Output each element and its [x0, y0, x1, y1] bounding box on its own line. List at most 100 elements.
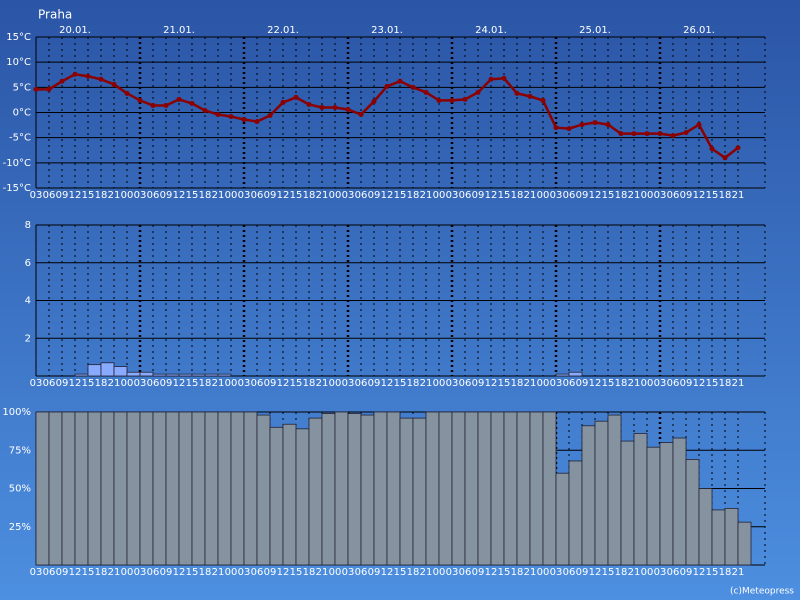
bar: [360, 414, 375, 566]
temperature-point: [189, 100, 195, 106]
temperature-point: [631, 131, 637, 137]
x-tick-label: 15: [290, 378, 303, 389]
bar: [217, 411, 232, 566]
x-tick-label: 12: [69, 567, 82, 578]
bar: [620, 440, 635, 566]
bar: [230, 411, 245, 566]
x-tick-label: 03: [654, 378, 667, 389]
temperature-point: [657, 131, 663, 137]
x-tick-label: 18: [615, 190, 628, 201]
x-tick-label: 03: [134, 190, 147, 201]
temperature-point: [696, 122, 702, 128]
x-tick-label: 00: [225, 190, 238, 201]
x-tick-label: 09: [368, 190, 381, 201]
x-tick-label: 21: [732, 567, 745, 578]
bar: [139, 411, 154, 566]
bar: [399, 417, 414, 566]
bar: [139, 371, 154, 377]
x-tick-label: 03: [134, 567, 147, 578]
temperature-point: [709, 146, 715, 152]
temperature-point: [267, 113, 273, 119]
x-tick-label: 09: [56, 378, 69, 389]
x-tick-label: 15: [290, 190, 303, 201]
x-tick-label: 12: [485, 190, 498, 201]
x-tick-label: 15: [186, 567, 199, 578]
x-tick-label: 12: [693, 190, 706, 201]
x-tick-label: 03: [550, 190, 563, 201]
bar: [100, 362, 115, 377]
temperature-point: [98, 76, 104, 82]
x-tick-label: 12: [277, 567, 290, 578]
x-tick-label: 03: [342, 190, 355, 201]
x-tick-label: 00: [329, 190, 342, 201]
x-tick-label: 15: [186, 190, 199, 201]
temperature-point: [566, 126, 572, 132]
bar: [217, 373, 232, 377]
x-tick-label: 15: [498, 378, 511, 389]
x-tick-label: 06: [43, 190, 56, 201]
x-tick-label: 09: [160, 190, 173, 201]
y-tick-label: 10°C: [6, 57, 31, 68]
bar: [438, 411, 453, 566]
y-tick-label: 2: [25, 333, 31, 344]
temperature-point: [592, 120, 598, 126]
temperature-point: [475, 89, 481, 95]
x-tick-label: 12: [277, 378, 290, 389]
x-tick-label: 03: [342, 567, 355, 578]
x-tick-label: 03: [550, 378, 563, 389]
x-tick-label: 06: [355, 567, 368, 578]
x-tick-label: 03: [30, 567, 43, 578]
temperature-point: [644, 131, 650, 137]
x-tick-label: 06: [667, 378, 680, 389]
x-tick-label: 09: [56, 190, 69, 201]
x-tick-label: 12: [589, 378, 602, 389]
x-tick-label: 12: [69, 190, 82, 201]
x-tick-label: 15: [82, 190, 95, 201]
temperature-point: [137, 97, 143, 103]
temperature-point: [332, 104, 338, 110]
bar: [594, 420, 609, 566]
x-tick-label: 06: [147, 567, 160, 578]
temperature-point: [410, 84, 416, 90]
x-tick-label: 09: [472, 190, 485, 201]
x-tick-label: 12: [173, 378, 186, 389]
x-tick-label: 06: [251, 190, 264, 201]
x-tick-label: 06: [563, 190, 576, 201]
x-tick-label: 09: [472, 567, 485, 578]
x-tick-label: 06: [251, 567, 264, 578]
bar: [165, 411, 180, 566]
x-tick-label: 15: [706, 378, 719, 389]
bar: [464, 411, 479, 566]
x-tick-label: 06: [43, 378, 56, 389]
x-tick-label: 09: [264, 378, 277, 389]
bar: [61, 411, 76, 566]
temperature-point: [371, 98, 377, 104]
temperature-point: [462, 96, 468, 102]
bar: [685, 459, 700, 566]
bar: [178, 373, 193, 377]
temperature-point: [527, 93, 533, 99]
x-tick-label: 00: [121, 190, 134, 201]
bar: [607, 414, 622, 566]
x-tick-label: 09: [264, 567, 277, 578]
x-tick-label: 18: [615, 378, 628, 389]
x-tick-label: 03: [446, 567, 459, 578]
x-tick-label: 15: [706, 567, 719, 578]
x-tick-label: 21: [316, 567, 329, 578]
x-tick-label: 09: [680, 567, 693, 578]
bar: [633, 433, 648, 566]
bar: [568, 371, 583, 377]
x-tick-label: 03: [238, 378, 251, 389]
bar: [269, 426, 284, 566]
credit: (c)Meteopress: [730, 587, 794, 597]
x-tick-label: 00: [225, 567, 238, 578]
bar: [178, 411, 193, 566]
bar: [165, 373, 180, 377]
x-tick-label: 12: [589, 567, 602, 578]
temperature-point: [176, 96, 182, 102]
temperature-point: [579, 122, 585, 128]
x-tick-label: 18: [407, 378, 420, 389]
temperature-point: [358, 112, 364, 118]
x-tick-label: 03: [446, 190, 459, 201]
